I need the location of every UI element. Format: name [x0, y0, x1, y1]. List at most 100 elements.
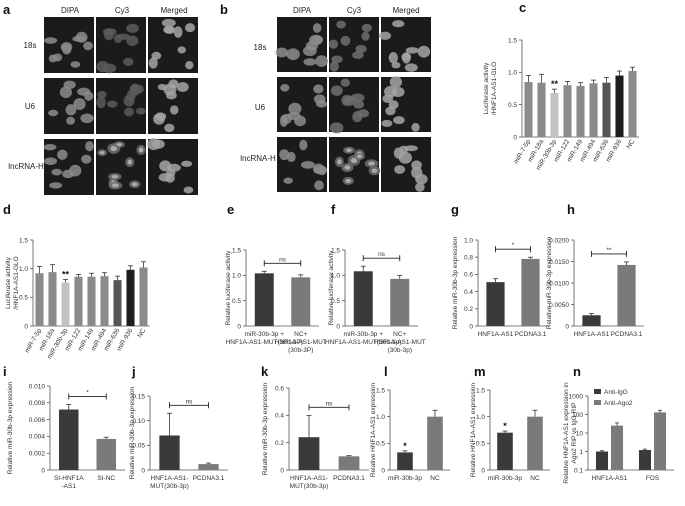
bar-anti-igg	[638, 450, 651, 470]
x-tick-label: HNF1A-AS1-MUT(30b-3p)	[290, 475, 329, 490]
x-tick-label: miR-30b-3p	[388, 475, 422, 482]
significance-label: ns	[326, 400, 334, 407]
bar	[427, 416, 443, 470]
bar	[527, 416, 543, 470]
micrograph-tile	[44, 78, 94, 134]
y-tick-label: 1.0	[331, 273, 340, 280]
significance-label: **	[606, 247, 612, 254]
y-tick-label: 0	[280, 467, 284, 474]
y-axis-label: Relative HNF1A-AS1 expression	[470, 382, 477, 477]
y-tick-label: 0	[469, 323, 473, 330]
y-axis-label: Relative miR-30b-3p expression	[262, 382, 269, 475]
y-tick-label: 0.6	[464, 272, 473, 279]
bar	[74, 276, 83, 326]
panel-letter-h: h	[567, 202, 575, 217]
x-tick-label: HNF1A-AS1-MUT(30b-3p)	[150, 475, 189, 490]
y-tick-label: 0.0100	[549, 280, 569, 287]
micrograph-tile	[381, 76, 431, 132]
y-tick-label: 1.5	[376, 387, 385, 394]
y-tick-label: 1.0	[376, 414, 385, 421]
micrograph-tile	[147, 138, 198, 195]
chart-panel-i: i 0 0.002 0.004 0.006 0.008 0.010 Relative miR-…	[3, 364, 125, 490]
y-tick-label: 0.6	[275, 385, 284, 392]
y-tick-label: 1.0	[476, 414, 485, 421]
significance-label: *	[512, 242, 515, 249]
chart-panel-d: d 0 0.5 1.0 1.5 Luciferase activity/HNF1A-AS1…	[3, 202, 150, 360]
bar	[521, 258, 540, 326]
micrograph-tile	[329, 137, 381, 192]
chart-panel-g: g 0 0.2 0.4 0.6 0.8 1.0 Relative miR-30b-3p exp…	[451, 202, 548, 338]
y-tick-label: 0.8	[464, 255, 473, 262]
y-tick-label: 0.5	[331, 298, 340, 305]
bar	[617, 264, 636, 326]
panel-letter-e: e	[227, 202, 234, 217]
y-axis-label: Relative HNF1A-AS1 expression	[370, 382, 377, 477]
bar	[338, 456, 360, 470]
x-tick-label: HNF1A-AS1	[478, 331, 514, 338]
chart-panel-c: c 0 0.5 1.0 1.5 Luciferase activity/HNF1A-AS1…	[483, 0, 639, 171]
x-tick-label: PCDNA3.1	[515, 331, 547, 338]
bar	[298, 437, 320, 470]
bar	[61, 282, 70, 326]
y-tick-label: 0	[237, 323, 241, 330]
chart-panel-k: k 0 0.2 0.4 0.6 Relative miR-30b-3p expressio…	[261, 364, 369, 490]
y-tick-label: 0.5	[508, 102, 517, 109]
y-tick-label: 0.5	[376, 441, 385, 448]
y-tick-label: 1.5	[19, 237, 28, 244]
y-tick-label: 0.2	[464, 306, 473, 313]
y-tick-label: 0.008	[29, 400, 46, 407]
bar	[524, 82, 533, 137]
bar	[576, 85, 585, 137]
micrograph-tile	[328, 17, 379, 72]
x-tick-label: SI-NC	[97, 475, 115, 482]
panel-letter-c: c	[519, 0, 526, 15]
row-label-lncrna-h: lncRNA-H	[240, 154, 276, 163]
row-label-lncrna-h: lncRNA-H	[8, 162, 44, 171]
microscopy-panel-a: DIPA Cy3 Merged 18s U6 lncRNA-H	[8, 6, 198, 195]
y-axis-label: Relative luciferase activity	[225, 250, 232, 326]
micrograph-tile	[148, 78, 198, 134]
bar	[397, 452, 413, 470]
bar	[582, 315, 601, 326]
y-tick-label: 0	[141, 467, 145, 474]
panel-letter-i: i	[3, 364, 7, 379]
bar	[550, 93, 559, 137]
y-tick-label: 1.0	[508, 70, 517, 77]
y-axis-label: Relative HNF1A-AS1 expression inAgo2 RIP…	[563, 382, 578, 484]
x-tick-label: PCDNA3.1	[333, 475, 365, 482]
y-tick-label: 0.1	[574, 467, 583, 474]
y-tick-label: 0.4	[464, 289, 473, 296]
bar	[198, 464, 219, 470]
bar	[497, 432, 513, 470]
legend-swatch	[594, 400, 601, 405]
y-tick-label: 0	[336, 323, 340, 330]
micrograph-tile	[43, 139, 94, 195]
y-tick-label: 0.5	[476, 441, 485, 448]
y-tick-label: 0.15	[132, 393, 145, 400]
y-tick-label: 1.0	[232, 273, 241, 280]
significance-label: ns	[186, 398, 194, 405]
bar	[59, 409, 79, 470]
panel-letter-n: n	[573, 364, 581, 379]
y-tick-label: 1.5	[508, 37, 517, 44]
y-tick-label: 1	[579, 449, 583, 456]
y-tick-label: 0.002	[29, 451, 46, 458]
micrograph-tile	[329, 77, 379, 134]
panel-letter-f: f	[331, 202, 336, 217]
y-axis-label: Relative miR-30b-3p expression	[452, 236, 459, 329]
panel-letter-b: b	[220, 2, 228, 17]
y-tick-label: 0.10	[132, 418, 145, 425]
y-tick-label: 0	[24, 323, 28, 330]
micrograph-tile	[96, 78, 146, 134]
panel-letter-g: g	[451, 202, 459, 217]
significance-label: ns	[279, 256, 287, 263]
bar	[628, 71, 637, 137]
y-tick-label: 0.0050	[549, 302, 569, 309]
legend-label: Anti-Ago2	[604, 400, 633, 407]
bar	[100, 276, 109, 326]
